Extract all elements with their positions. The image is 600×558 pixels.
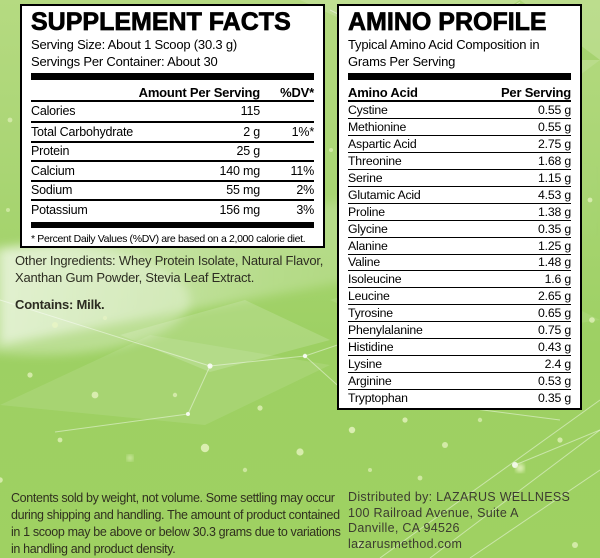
nutrient-row: Potassium 156 mg 3% [31,199,314,219]
nutrient-row: Calories 115 [31,104,260,119]
col-percent-dv: %DV* [280,84,314,100]
contains-statement: Contains: Milk. [15,297,105,312]
divider-bar-thick [348,73,571,80]
amino-row: Alanine 1.25 g [348,236,571,253]
amino-row: Tyrosine 0.65 g [348,304,571,321]
amino-row: Cystine 0.55 g [348,102,571,117]
divider-bar-thick [31,221,314,228]
amino-row: Aspartic Acid 2.75 g [348,135,571,152]
nutrient-row: Protein 25 g [31,140,314,161]
distributor-line: Distributed by: LAZARUS WELLNESS [348,490,571,504]
col-amino-acid: Amino Acid [348,84,418,100]
amino-row: Threonine 1.68 g [348,152,571,169]
distributor-website: lazarusmethod.com [348,536,463,551]
supplement-facts-panel: SUPPLEMENT FACTS Serving Size: About 1 S… [20,4,325,248]
amino-row: Lysine 2.4 g [348,354,571,371]
amino-row: Glycine 0.35 g [348,219,571,236]
amino-row: Tryptophan 0.35 g [348,388,571,405]
distributor-city-line: Danville, CA 94526 [348,521,460,535]
amino-table-header: Amino Acid Per Serving [348,83,571,102]
nutrient-row: Calcium 140 mg 11% [31,160,314,180]
divider-bar-thick [31,73,314,80]
amino-row: Isoleucine 1.6 g [348,270,571,287]
amino-profile-title: AMINO PROFILE [348,8,547,36]
weight-disclaimer: Contents sold by weight, not volume. Som… [11,491,341,556]
amino-row: Methionine 0.55 g [348,118,571,135]
distributor-info: Distributed by: LAZARUS WELLNESS 100 Rai… [348,490,592,552]
amino-profile-panel: AMINO PROFILE Typical Amino Acid Composi… [337,4,582,410]
amino-row: Proline 1.38 g [348,202,571,219]
serving-size: Serving Size: About 1 Scoop (30.3 g) [31,37,237,52]
amino-profile-subtitle: Typical Amino Acid Composition in Grams … [348,37,540,69]
amino-row: Glutamic Acid 4.53 g [348,185,571,202]
amino-row: Phenylalanine 0.75 g [348,321,571,338]
distributor-address-line: 100 Railroad Avenue, Suite A [348,505,519,520]
amino-row: Histidine 0.43 g [348,337,571,354]
other-ingredients: Other Ingredients: Whey Protein Isolate,… [15,253,324,285]
dv-footnote: * Percent Daily Values (%DV) are based o… [31,233,306,245]
servings-per-container: Servings Per Container: About 30 [31,54,218,69]
facts-table-header: Amount Per Serving %DV* [31,83,314,102]
amino-row: Valine 1.48 g [348,253,571,270]
amino-row: Serine 1.15 g [348,169,571,185]
amino-table-body: Cystine 0.55 g Methionine 0.55 g Aspartic … [348,102,571,406]
amino-row: Leucine 2.65 g [348,287,571,304]
col-amount-per-serving: Amount Per Serving [138,84,261,100]
facts-table-body: Calories 115 Total Carbohydrate 2 g 1%* … [31,102,314,219]
supplement-facts-title: SUPPLEMENT FACTS [31,8,291,36]
nutrient-row: Total Carbohydrate 2 g 1%* [31,121,314,141]
nutrient-row: Sodium 55 mg 2% [31,179,314,200]
amino-row: Arginine 0.53 g [348,371,571,388]
col-per-serving: Per Serving [500,84,571,100]
